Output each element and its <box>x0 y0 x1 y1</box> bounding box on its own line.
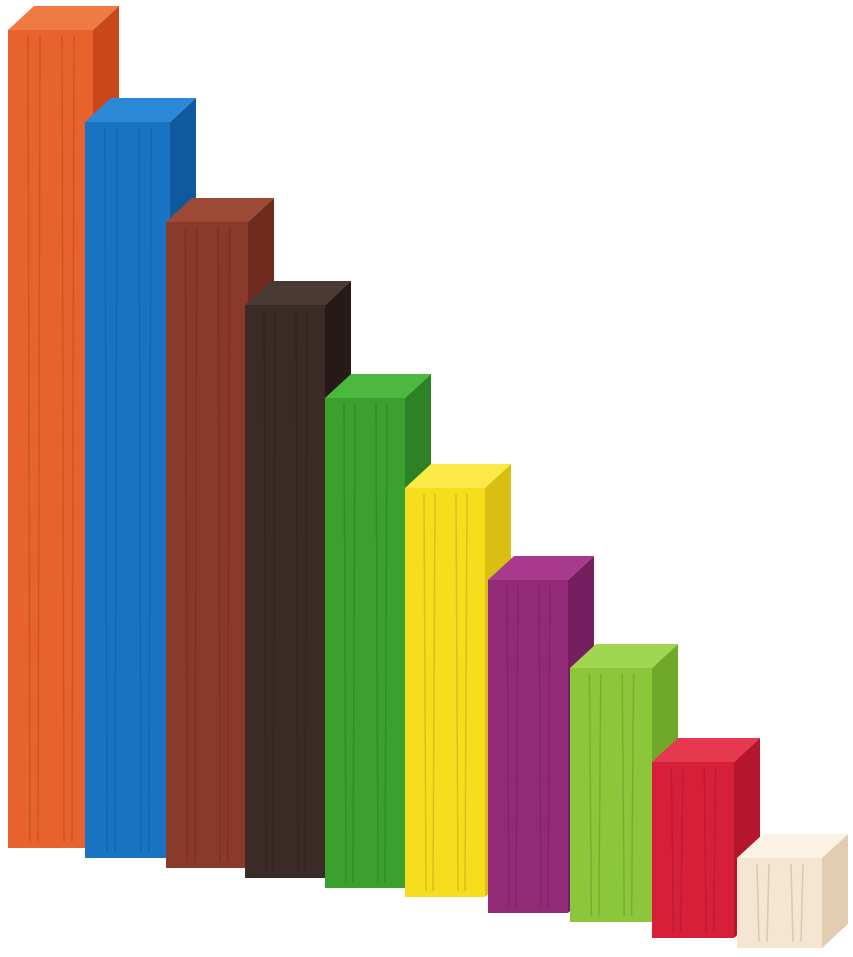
rod-7-black-front-face <box>245 305 325 878</box>
rod-2-red-front-face <box>652 762 734 938</box>
rod-1-natural <box>737 834 848 948</box>
rod-6-dark-green-wood-grain <box>343 403 388 883</box>
rod-9-blue-top-face <box>85 98 196 122</box>
rod-9-blue-wood-grain <box>104 127 152 853</box>
rod-5-yellow-top-face <box>405 464 511 488</box>
rod-4-purple-top-face <box>488 556 594 580</box>
rod-3-light-green-wood-grain <box>588 673 635 917</box>
rod-4-purple-wood-grain <box>506 585 551 908</box>
rod-6-dark-green <box>325 374 431 888</box>
rod-2-red-wood-grain <box>670 767 717 933</box>
rod-1-natural-top-face <box>737 834 848 858</box>
rod-5-yellow-wood-grain <box>423 493 468 892</box>
rod-5-yellow <box>405 464 511 897</box>
rod-8-brown-front-face <box>166 222 248 868</box>
rod-3-light-green-top-face <box>570 644 678 668</box>
rod-9-blue-front-face <box>85 122 170 858</box>
rod-8-brown-wood-grain <box>184 227 231 863</box>
rod-5-yellow-front-face <box>405 488 485 897</box>
rod-6-dark-green-top-face <box>325 374 431 398</box>
rod-7-black-wood-grain <box>263 310 308 873</box>
rod-4-purple-front-face <box>488 580 568 913</box>
rod-2-red-top-face <box>652 738 760 762</box>
rod-1-natural-side-face <box>822 834 848 948</box>
rod-10-orange-top-face <box>8 6 119 30</box>
rod-8-brown-top-face <box>166 198 274 222</box>
rod-6-dark-green-front-face <box>325 398 405 888</box>
rod-7-black-top-face <box>245 281 351 305</box>
rod-10-orange-front-face <box>8 30 93 848</box>
rod-1-natural-wood-grain <box>756 863 804 943</box>
rod-10-orange-wood-grain <box>27 35 75 843</box>
rod-3-light-green-front-face <box>570 668 652 922</box>
rod-1-natural-front-face <box>737 858 822 948</box>
